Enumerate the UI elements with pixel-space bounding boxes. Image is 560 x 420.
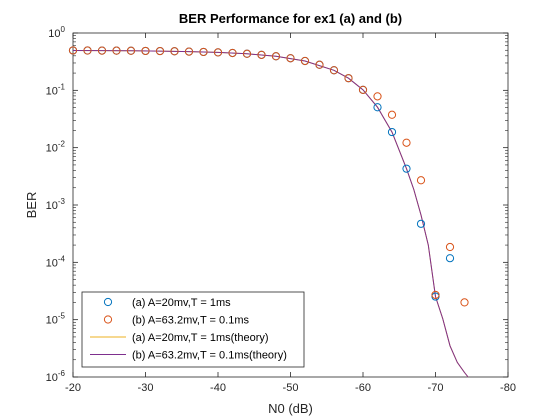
series-1-marker xyxy=(387,110,397,119)
x-tick-label: -30 xyxy=(138,382,154,394)
series-1-marker xyxy=(228,48,237,58)
series-1-marker xyxy=(445,242,455,252)
series-1-marker xyxy=(431,290,440,300)
legend-label-2: (a) A=20mv,T = 1ms(theory) xyxy=(132,332,269,344)
y-tick-exponent: -1 xyxy=(58,82,66,91)
y-tick-base: 10 xyxy=(46,85,58,97)
y-tick-base: 10 xyxy=(48,28,60,40)
series-1-marker xyxy=(315,60,324,69)
series-0-marker xyxy=(373,103,382,112)
series-1-marker xyxy=(112,46,121,55)
series-1-marker xyxy=(344,74,353,83)
axes: -20 -30 -40 -50 -60 -70 -8010010-110-210-310-4… xyxy=(46,25,516,394)
series-1-marker xyxy=(199,47,208,57)
x-tick-label: -70 xyxy=(428,382,444,394)
series-1-marker xyxy=(213,48,223,57)
y-tick-exponent: -2 xyxy=(58,140,66,149)
legend-label-0: (a) A=20mv,T = 1ms xyxy=(132,297,231,309)
legend-marker-1 xyxy=(103,315,113,324)
y-tick-label: 10-3 xyxy=(46,197,66,212)
y-tick-label: 10-1 xyxy=(46,82,66,97)
series-0-marker xyxy=(416,219,426,228)
series-1-marker xyxy=(68,46,78,55)
y-tick-label: 10-4 xyxy=(46,254,66,269)
series-1-marker xyxy=(184,47,194,56)
x-tick-label: -20 xyxy=(65,382,81,394)
y-tick-base: 10 xyxy=(46,315,58,327)
series-1-marker xyxy=(373,92,382,101)
series-1-marker xyxy=(358,85,368,94)
series-1-marker xyxy=(460,298,469,307)
series-1-marker xyxy=(155,46,165,56)
y-tick-base: 10 xyxy=(46,257,58,269)
series-1-marker xyxy=(97,46,107,55)
series-1-marker xyxy=(402,138,411,147)
y-tick-label: 10-2 xyxy=(46,140,66,155)
series-layer xyxy=(68,46,469,378)
plot-frame xyxy=(72,32,509,378)
series-1-marker xyxy=(126,46,136,55)
series-1-marker xyxy=(170,47,179,56)
x-tick-label: -80 xyxy=(500,382,516,394)
legend-label-1: (b) A=63.2mv,T = 0.1ms xyxy=(132,315,249,327)
series-line-3 xyxy=(72,50,469,378)
y-tick-label: 100 xyxy=(48,25,65,40)
series-1-marker xyxy=(257,50,266,59)
x-tick-label: -40 xyxy=(210,382,226,394)
y-tick-base: 10 xyxy=(46,143,58,155)
series-1-marker xyxy=(329,66,339,75)
y-tick-exponent: -6 xyxy=(58,369,66,378)
series-1-marker xyxy=(416,176,426,185)
series-0-marker xyxy=(402,164,411,173)
y-tick-exponent: -3 xyxy=(58,197,66,206)
y-tick-label: 10-6 xyxy=(46,369,66,384)
series-1-marker xyxy=(242,49,252,58)
series-1-marker xyxy=(141,46,150,56)
series-1-marker xyxy=(286,54,295,63)
y-axis-label: BER xyxy=(24,192,39,219)
y-tick-exponent: -5 xyxy=(58,312,66,321)
y-tick-label: 10-5 xyxy=(46,312,66,327)
legend-marker-0 xyxy=(103,297,113,307)
legend: (a) A=20mv,T = 1ms (b) A=63.2mv,T = 0.1ms… xyxy=(81,291,305,368)
series-0-marker xyxy=(387,127,397,137)
y-tick-exponent: 0 xyxy=(61,25,66,34)
legend-label-3: (b) A=63.2mv,T = 0.1ms(theory) xyxy=(132,350,287,362)
series-1-marker xyxy=(271,52,281,61)
y-tick-base: 10 xyxy=(46,372,58,384)
series-1-marker xyxy=(83,46,92,55)
y-tick-exponent: -4 xyxy=(58,254,66,263)
x-tick-label: -60 xyxy=(355,382,371,394)
series-1-marker xyxy=(300,56,310,66)
x-tick-label: -50 xyxy=(283,382,299,394)
y-tick-base: 10 xyxy=(46,200,58,212)
series-0-marker xyxy=(445,254,455,263)
x-axis-label: N0 (dB) xyxy=(268,401,313,416)
chart-title: BER Performance for ex1 (a) and (b) xyxy=(179,11,402,26)
